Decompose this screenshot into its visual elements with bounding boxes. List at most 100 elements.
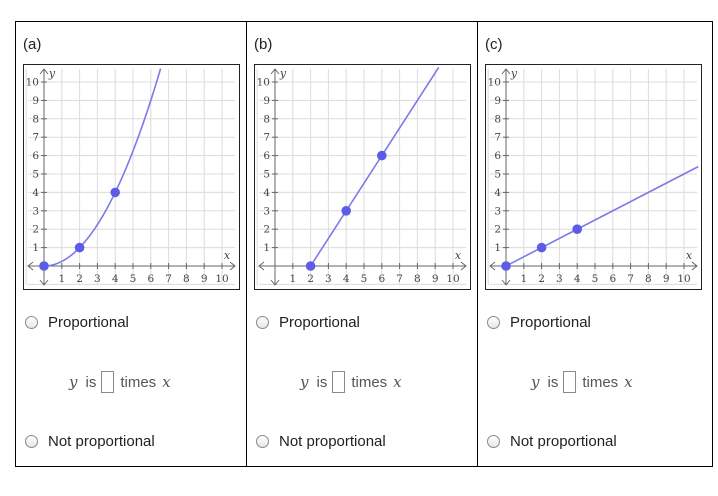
graph-b: 1 2 3 4 5 6 7 8 9 10 1 2 3 4 5 6 7 8 9 10 x y [254,64,471,290]
panel-a: (a) 1 2 3 4 5 6 7 8 9 10 1 2 3 4 5 6 7 8 9 10 x y Proportiona… [16,22,247,466]
x-axis-label: x [224,249,231,262]
proportional-option[interactable]: Proportional [256,314,360,331]
constant-input[interactable] [332,371,346,393]
grid [25,69,235,285]
proportional-radio[interactable] [487,316,500,329]
x-axis-arrow-right [460,261,467,271]
x-tick-label: 10 [215,273,228,285]
x-tick-label: 8 [183,273,190,285]
x-tick-label: 7 [396,273,403,285]
equation-is: is [316,373,328,391]
equation-row: y is times x [69,371,171,393]
x-tick-label: 8 [414,273,421,285]
equation-x: x [393,373,402,391]
constant-input[interactable] [101,371,115,393]
x-tick-label: 6 [378,273,385,285]
x-tick-label: 2 [76,273,83,285]
proportional-option[interactable]: Proportional [25,314,129,331]
data-point [572,224,582,234]
proportional-option[interactable]: Proportional [487,314,591,331]
x-tick-label: 2 [538,273,545,285]
equation-row: y is times x [300,371,402,393]
x-tick-label: 3 [94,273,101,285]
panel-c: (c) 1 2 3 4 5 6 7 8 9 10 1 2 3 4 5 6 7 8 9 10 x y Proportiona… [478,22,712,466]
proportional-radio[interactable] [25,316,38,329]
equation-row: y is times x [531,371,633,393]
equation-is: is [85,373,97,391]
data-point [341,206,351,216]
y-tick-label: 4 [32,187,39,199]
x-tick-label: 5 [361,273,368,285]
panel-b: (b) 1 2 3 4 5 6 7 8 9 10 1 2 3 4 5 6 7 8 9 10 x y Proportiona… [247,22,478,466]
not-proportional-option[interactable]: Not proportional [256,433,386,450]
y-tick-label: 6 [263,150,270,162]
x-tick-label: 1 [289,273,296,285]
x-tick-label: 9 [432,273,439,285]
x-tick-label: 9 [663,273,670,285]
axes [27,68,236,286]
y-tick-label: 1 [263,242,270,254]
y-tick-label: 7 [263,132,270,144]
data-point [39,261,49,271]
x-tick-label: 3 [556,273,563,285]
y-axis-arrow-down [270,279,280,286]
y-tick-label: 5 [263,169,270,181]
y-tick-label: 7 [32,132,39,144]
data-point [305,261,316,271]
equation-x: x [162,373,171,391]
not-proportional-option[interactable]: Not proportional [487,433,617,450]
x-tick-label: 6 [147,273,154,285]
y-tick-label: 10 [26,77,39,89]
proportional-radio[interactable] [256,316,269,329]
x-tick-label: 4 [112,273,119,285]
proportional-label[interactable]: Proportional [510,314,591,331]
y-tick-label: 1 [32,242,39,254]
x-tick-label: 2 [307,273,314,285]
x-tick-label: 7 [627,273,634,285]
data-point [110,187,120,198]
graph-c: 1 2 3 4 5 6 7 8 9 10 1 2 3 4 5 6 7 8 9 10 x y [485,64,702,290]
proportional-label[interactable]: Proportional [279,314,360,331]
proportional-label[interactable]: Proportional [48,314,129,331]
panels-container: (a) 1 2 3 4 5 6 7 8 9 10 1 2 3 4 5 6 7 8 9 10 x y Proportiona… [15,21,713,467]
graph-a: 1 2 3 4 5 6 7 8 9 10 1 2 3 4 5 6 7 8 9 10 x y [23,64,240,290]
not-proportional-label[interactable]: Not proportional [510,433,617,450]
y-tick-label: 10 [488,77,501,89]
x-tick-label: 9 [201,273,208,285]
axes [258,68,467,286]
y-tick-label: 8 [263,113,270,125]
not-proportional-radio[interactable] [487,435,500,448]
data-point [377,150,387,161]
x-axis-arrow-right [691,261,698,271]
x-tick-label: 1 [58,273,65,285]
series-line [309,66,440,267]
not-proportional-radio[interactable] [256,435,269,448]
x-tick-label: 7 [165,273,172,285]
not-proportional-option[interactable]: Not proportional [25,433,155,450]
data-point [74,242,85,253]
constant-input[interactable] [563,371,577,393]
y-axis-label: y [48,67,56,80]
y-axis-arrow-up [270,68,280,75]
data-point [536,242,547,253]
equation-y: y [69,373,78,391]
x-tick-label: 10 [446,273,459,285]
equation-x: x [624,373,633,391]
y-axis-label: y [279,67,287,80]
y-axis-label: y [510,67,518,80]
x-axis-arrow-left [258,261,265,271]
panel-label: (b) [254,36,273,53]
y-tick-label: 3 [494,205,501,217]
not-proportional-label[interactable]: Not proportional [279,433,386,450]
x-tick-label: 8 [645,273,652,285]
not-proportional-radio[interactable] [25,435,38,448]
not-proportional-label[interactable]: Not proportional [48,433,155,450]
x-tick-label: 4 [574,273,581,285]
equation-times: times [351,373,388,391]
